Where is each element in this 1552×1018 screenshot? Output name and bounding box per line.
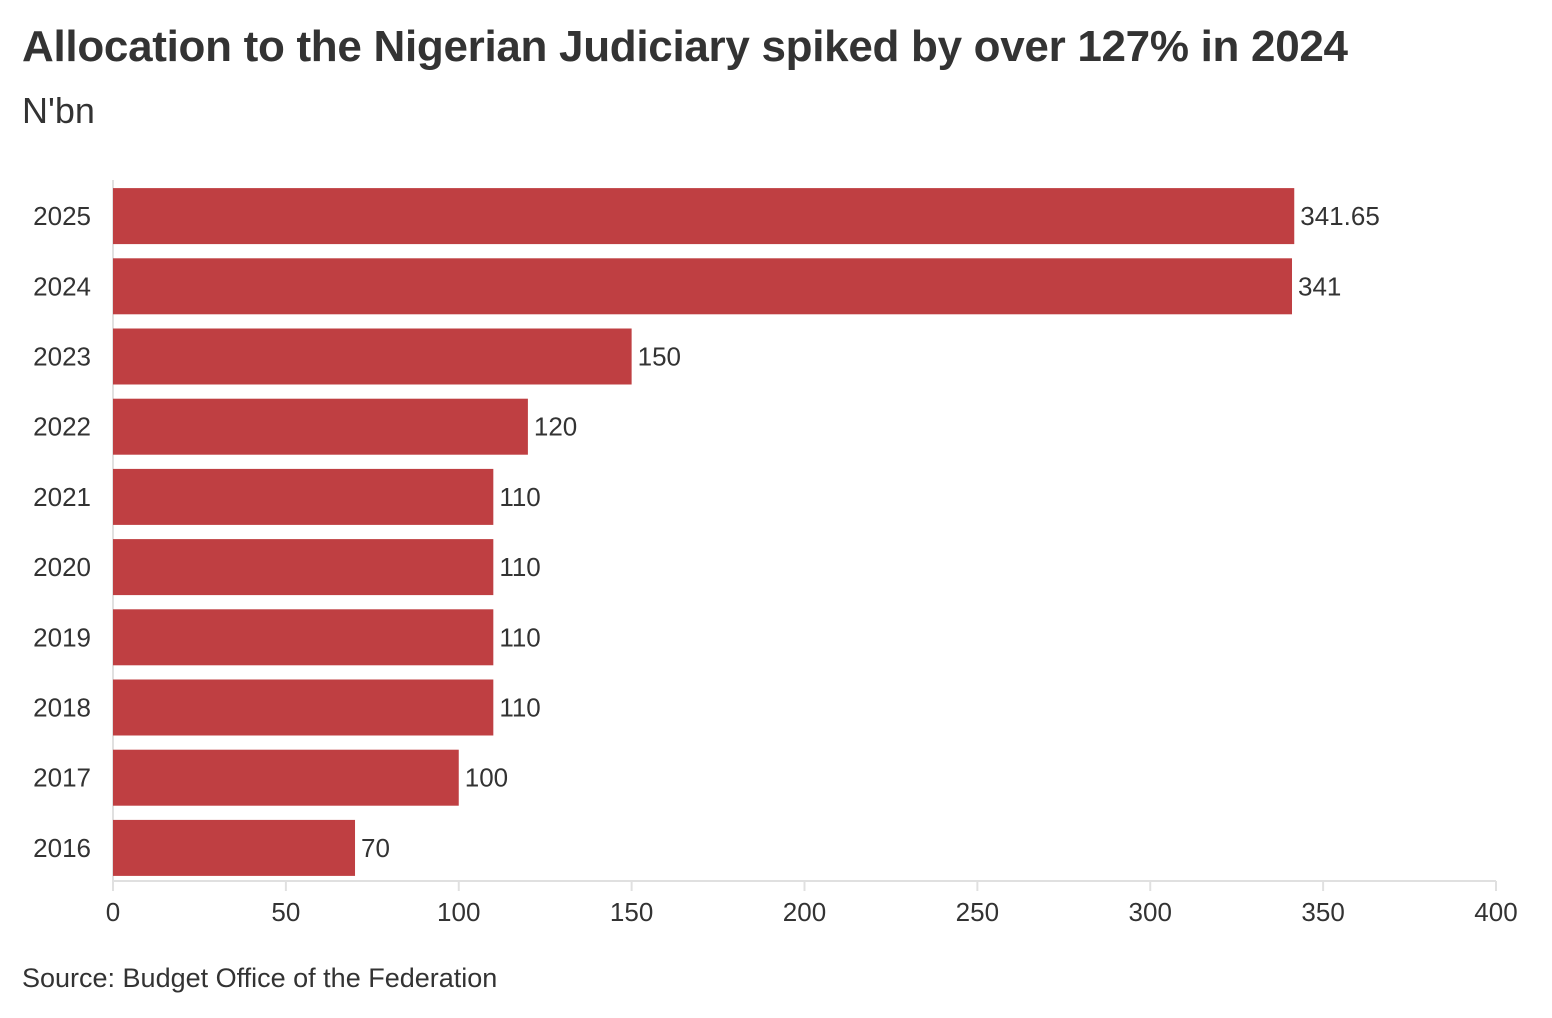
bars (113, 188, 1295, 876)
data-label: 110 (499, 482, 540, 512)
x-tick-label: 250 (956, 897, 999, 927)
data-label: 70 (361, 833, 390, 863)
bar-2016 (113, 819, 356, 876)
x-tick-label: 0 (106, 897, 120, 927)
data-label: 120 (534, 412, 577, 442)
data-label: 341 (1298, 271, 1341, 301)
data-label: 110 (499, 693, 540, 723)
data-label: 110 (499, 622, 540, 652)
source-note: Source: Budget Office of the Federation (22, 963, 498, 993)
x-tick-label: 300 (1129, 897, 1172, 927)
category-label: 2023 (33, 342, 91, 372)
x-axis: 0 50 100 150 200 250 300 350 400 (106, 180, 1518, 927)
chart-title: Allocation to the Nigerian Judiciary spi… (22, 22, 1348, 71)
data-label: 100 (465, 763, 508, 793)
category-label: 2018 (33, 693, 91, 723)
bar-2019 (113, 609, 494, 666)
bar-2024 (113, 258, 1293, 315)
bar-2022 (113, 398, 528, 455)
bar-2017 (113, 749, 459, 806)
data-label: 150 (638, 342, 681, 372)
x-tick-label: 350 (1301, 897, 1344, 927)
x-tick-label: 100 (437, 897, 480, 927)
bar-2023 (113, 328, 632, 385)
x-tick-label: 150 (610, 897, 653, 927)
bar-2020 (113, 539, 494, 596)
category-label: 2020 (33, 552, 91, 582)
category-label: 2019 (33, 622, 91, 652)
x-tick-label: 400 (1474, 897, 1517, 927)
bar-2025 (113, 188, 1295, 245)
labels: 2025 341.65 2024 341 2023 150 2022 120 2021 110 20… (33, 201, 1380, 863)
category-label: 2025 (33, 201, 91, 231)
bar-2021 (113, 468, 494, 525)
chart-subtitle: N'bn (22, 90, 95, 131)
category-label: 2016 (33, 833, 91, 863)
category-label: 2024 (33, 271, 91, 301)
data-label: 110 (499, 552, 540, 582)
category-label: 2021 (33, 482, 91, 512)
category-label: 2017 (33, 763, 91, 793)
data-label: 341.65 (1300, 201, 1380, 231)
x-tick-label: 50 (271, 897, 300, 927)
bar-2018 (113, 679, 494, 736)
x-tick-label: 200 (783, 897, 826, 927)
category-label: 2022 (33, 412, 91, 442)
